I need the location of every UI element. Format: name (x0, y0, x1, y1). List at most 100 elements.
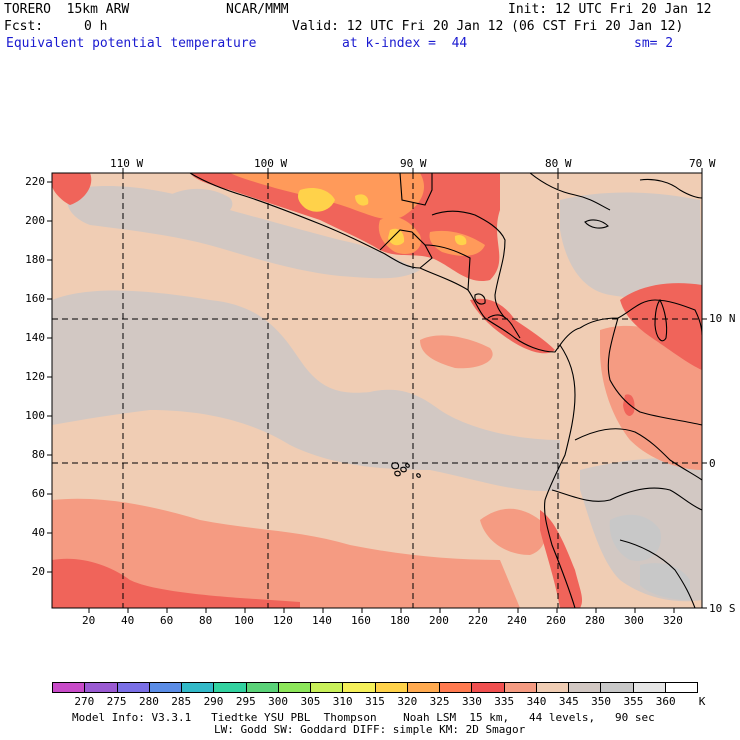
fcst-value: 0 h (84, 19, 108, 34)
field-region-350 (609, 514, 661, 561)
map-frame (51, 172, 703, 609)
field-name: Equivalent potential temperature (6, 36, 257, 51)
field-region-335 (52, 498, 520, 608)
y-tick-label: 120 (25, 370, 45, 383)
colorbar-swatch (440, 683, 473, 692)
colorbar-label: 285 (171, 695, 192, 708)
colorbar-swatch (407, 683, 440, 692)
coastline-nicaragua-lake (474, 293, 486, 305)
field-region-320 (355, 194, 369, 206)
smoothing-label: sm= 2 (634, 36, 674, 51)
field-region-330 (540, 510, 583, 608)
field-region-320 (454, 235, 467, 246)
colorbar-swatch (569, 683, 602, 692)
field-region-320 (297, 188, 335, 212)
x-tick-label: 60 (160, 614, 174, 627)
colorbar-label: 340 (526, 695, 547, 708)
colorbar-swatch (375, 683, 408, 692)
y-tick-label: 40 (31, 526, 45, 539)
colorbar-label: 345 (558, 695, 579, 708)
lon-label-70w: 70 W (689, 157, 716, 170)
x-tick-label: 180 (390, 614, 410, 627)
border-honduras (424, 244, 471, 291)
fcst-label: Fcst: (4, 19, 44, 34)
colorbar-swatch (117, 683, 150, 692)
colorbar-label: 295 (235, 695, 256, 708)
border-costa-rica (487, 314, 521, 339)
y-tick-label: 180 (25, 253, 45, 266)
x-tick-label: 280 (585, 614, 605, 627)
colorbar-label: 355 (623, 695, 644, 708)
y-tick-label: 20 (31, 565, 45, 578)
x-tick-label: 220 (468, 614, 488, 627)
coastline-jamaica (584, 219, 609, 229)
coastline-caribbean (399, 173, 506, 319)
colorbar-swatch (53, 683, 86, 692)
x-tick-label: 120 (273, 614, 293, 627)
colorbar-swatch (85, 683, 118, 692)
y-tick-label: 200 (25, 214, 45, 227)
lon-label-100w: 100 W (254, 157, 288, 170)
coastline-hispaniola (639, 178, 702, 199)
colorbar-label: 315 (365, 695, 385, 708)
colorbar-swatch (536, 683, 569, 692)
init-time: Init: 12 UTC Fri 20 Jan 12 (508, 2, 712, 17)
model-title: TORERO 15km ARW (4, 2, 130, 17)
x-tick-label: 140 (312, 614, 332, 627)
colorbar-unit: K (698, 695, 706, 708)
x-tick-label: 320 (663, 614, 683, 627)
model-info: Model Info: V3.3.1 Tiedtke YSU PBL Thomp… (72, 711, 655, 724)
field-region-330 (623, 394, 635, 416)
colorbar-swatch (214, 683, 247, 692)
x-tick-label: 160 (351, 614, 371, 627)
lat-label-10s: 10 S (709, 602, 736, 615)
colorbar-label: 270 (74, 695, 95, 708)
border-guatemala (379, 229, 433, 269)
x-tick-label: 300 (624, 614, 644, 627)
lat-label-10n: 10 N (709, 312, 736, 325)
field-region-335 (600, 325, 702, 470)
colorbar-swatch (182, 683, 215, 692)
y-tick-label: 160 (25, 292, 45, 305)
colorbar-label: 320 (397, 695, 418, 708)
border-colombia-venezuela (607, 317, 702, 426)
colorbar-label: 300 (268, 695, 289, 708)
level-label: at k-index = 44 (342, 36, 468, 51)
field-region-320 (388, 228, 405, 246)
colorbar-label: 325 (429, 695, 450, 708)
colorbar-label: 280 (138, 695, 159, 708)
colorbar-label: 330 (461, 695, 482, 708)
coastline-venezuela-lake (654, 298, 668, 342)
colorbar-swatch (149, 683, 182, 692)
colorbar-label: 305 (300, 695, 321, 708)
colorbar-swatch (601, 683, 634, 692)
border-ecuador-peru (551, 487, 702, 511)
lon-label-110w: 110 W (110, 157, 144, 170)
lat-label-0: 0 (709, 457, 716, 470)
colorbar (52, 682, 698, 693)
x-tick-label: 200 (429, 614, 449, 627)
x-tick-label: 240 (507, 614, 527, 627)
colorbar-swatch (311, 683, 344, 692)
x-tick-label: 40 (121, 614, 135, 627)
colorbar-label: 275 (106, 695, 127, 708)
field-region-345 (560, 192, 702, 299)
colorbar-swatch (472, 683, 505, 692)
colorbar-label: 335 (494, 695, 515, 708)
field-region-335 (480, 508, 546, 555)
field-region-345 (52, 290, 560, 491)
field-region-330 (190, 173, 500, 281)
lon-label-90w: 90 W (400, 157, 427, 170)
org-label: NCAR/MMM (226, 2, 289, 17)
colorbar-label: 350 (591, 695, 612, 708)
border-colombia-ecuador-peru (574, 428, 702, 481)
x-tick-label: 260 (546, 614, 566, 627)
field-region-345 (67, 185, 420, 279)
y-tick-label: 100 (25, 409, 45, 422)
colorbar-swatch (246, 683, 279, 692)
field-region-350 (640, 563, 690, 600)
x-tick-label: 80 (199, 614, 213, 627)
y-tick-label: 140 (25, 331, 45, 344)
x-tick-label: 100 (234, 614, 254, 627)
